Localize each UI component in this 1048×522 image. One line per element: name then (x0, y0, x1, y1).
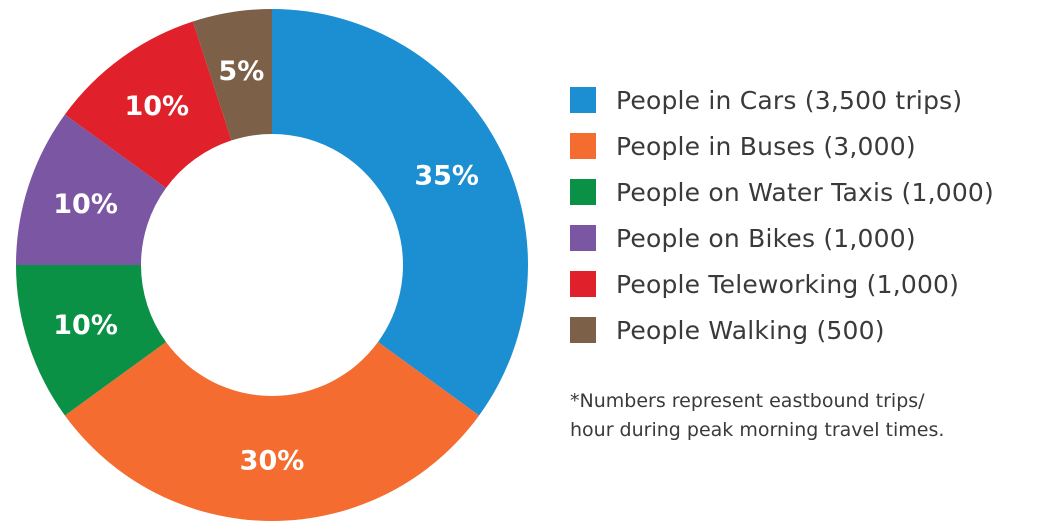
legend-label-water-taxis: People on Water Taxis (1,000) (616, 177, 994, 207)
slice-label-teleworking: 10% (124, 91, 189, 122)
legend-swatch-teleworking (570, 271, 596, 297)
chart-footnote: *Numbers represent eastbound trips/ hour… (570, 387, 1040, 445)
slice-bikes (16, 114, 167, 265)
slice-buses (64, 341, 480, 521)
slice-label-water-taxis: 10% (53, 310, 118, 341)
slice-water-taxis (16, 265, 167, 416)
donut-svg: 35% 30% 10% 10% 10% 5% (16, 9, 528, 521)
slice-label-cars: 35% (414, 161, 479, 192)
legend-label-bikes: People on Bikes (1,000) (616, 223, 916, 253)
legend-swatch-walking (570, 317, 596, 343)
legend-label-walking: People Walking (500) (616, 315, 885, 345)
legend-swatch-bikes (570, 225, 596, 251)
legend-label-teleworking: People Teleworking (1,000) (616, 269, 960, 299)
legend-swatch-buses (570, 133, 596, 159)
footnote-line-2: hour during peak morning travel times. (570, 419, 945, 441)
legend-item-walking: People Walking (500) (570, 307, 1040, 353)
slice-cars (272, 9, 528, 416)
legend-item-cars: People in Cars (3,500 trips) (570, 77, 1040, 123)
legend-swatch-cars (570, 87, 596, 113)
footnote-line-1: *Numbers represent eastbound trips/ (570, 390, 925, 412)
legend-item-teleworking: People Teleworking (1,000) (570, 261, 1040, 307)
legend-item-bikes: People on Bikes (1,000) (570, 215, 1040, 261)
slice-label-buses: 30% (240, 446, 305, 477)
slice-teleworking (64, 21, 232, 189)
legend-item-water-taxis: People on Water Taxis (1,000) (570, 169, 1040, 215)
slice-walking (192, 9, 272, 141)
legend-label-buses: People in Buses (3,000) (616, 131, 916, 161)
legend-swatch-water-taxis (570, 179, 596, 205)
legend-label-cars: People in Cars (3,500 trips) (616, 85, 963, 115)
slice-label-walking: 5% (218, 56, 264, 87)
slice-label-bikes: 10% (53, 189, 118, 220)
chart-legend: People in Cars (3,500 trips) People in B… (570, 77, 1040, 353)
legend-item-buses: People in Buses (3,000) (570, 123, 1040, 169)
